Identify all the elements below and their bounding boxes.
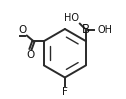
Text: F: F	[62, 88, 68, 98]
Text: O: O	[26, 50, 35, 60]
Text: O: O	[18, 25, 26, 35]
Text: B: B	[82, 23, 90, 36]
Text: OH: OH	[97, 25, 112, 35]
Text: HO: HO	[64, 13, 79, 23]
